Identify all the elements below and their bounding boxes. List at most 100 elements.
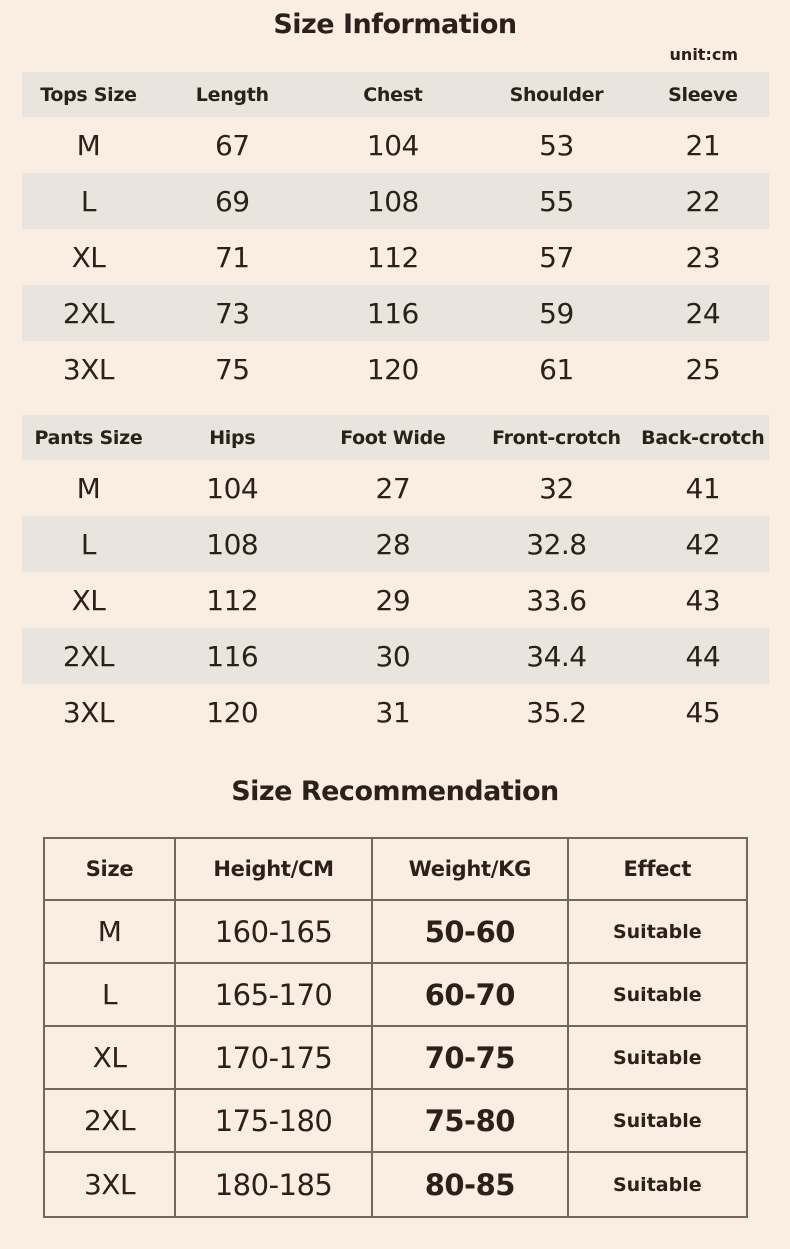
table-row: 2XL 116 30 34.4 44 — [22, 628, 769, 684]
recommendation-title: Size Recommendation — [231, 776, 559, 807]
table-row: 3XL 75 120 61 25 — [22, 341, 769, 397]
table-cell: XL — [71, 583, 106, 617]
table-cell: 24 — [685, 296, 721, 330]
table-cell: L — [80, 527, 97, 561]
table-cell: Suitable — [612, 1109, 702, 1132]
table-cell: M — [76, 128, 101, 162]
table-row: L 69 108 55 22 — [22, 173, 769, 229]
table-header-row: Tops Size Length Chest Shoulder Sleeve — [22, 72, 769, 117]
header-cell: Front-crotch — [492, 426, 621, 449]
table-cell: 25 — [685, 352, 721, 386]
table-cell: 41 — [685, 471, 721, 505]
page-title: Size Information — [273, 9, 517, 40]
header-cell: Size — [45, 839, 177, 899]
table-cell: 2XL — [62, 296, 115, 330]
table-cell: 67 — [214, 128, 250, 162]
table-cell: 45 — [685, 695, 721, 729]
table-cell: 175-180 — [176, 1090, 374, 1151]
table-cell: 27 — [375, 471, 411, 505]
table-cell: 3XL — [62, 695, 115, 729]
table-cell: 32 — [539, 471, 574, 505]
table-row: 2XL 73 116 59 24 — [22, 285, 769, 341]
table-cell: 31 — [375, 695, 411, 729]
pants-size-table: Pants Size Hips Foot Wide Front-crotch Back-… — [22, 415, 769, 740]
table-cell: 59 — [539, 296, 574, 330]
table-cell: 21 — [685, 128, 721, 162]
table-cell: 32.8 — [526, 527, 587, 561]
table-cell: L — [80, 184, 97, 218]
table-cell: 43 — [685, 583, 721, 617]
table-row: 2XL 175-180 75-80 Suitable — [45, 1090, 746, 1153]
table-cell: 116 — [366, 296, 419, 330]
header-cell: Effect — [623, 857, 692, 881]
table-cell: 104 — [206, 471, 259, 505]
table-cell: 80-85 — [373, 1153, 569, 1216]
table-cell: 160-165 — [176, 901, 374, 962]
table-cell: 57 — [539, 240, 574, 274]
table-cell: 3XL — [62, 352, 115, 386]
table-row: M 104 27 32 41 — [22, 460, 769, 516]
table-cell: 29 — [375, 583, 411, 617]
table-cell: 104 — [366, 128, 419, 162]
header-cell: Weight/KG — [373, 839, 569, 899]
table-cell: 3XL — [45, 1153, 177, 1216]
table-cell: 60-70 — [373, 964, 569, 1025]
table-cell: 61 — [539, 352, 574, 386]
table-cell: 75-80 — [373, 1090, 569, 1151]
table-row: 3XL 120 31 35.2 45 — [22, 684, 769, 740]
table-cell: 70-75 — [373, 1027, 569, 1088]
table-row: XL 170-175 70-75 Suitable — [45, 1027, 746, 1090]
header-cell: Pants Size — [34, 426, 143, 449]
table-cell: XL — [71, 240, 106, 274]
table-cell: 23 — [685, 240, 721, 274]
table-cell: 35.2 — [526, 695, 587, 729]
header-cell: Shoulder — [509, 83, 604, 106]
table-cell: 112 — [206, 583, 259, 617]
table-cell: 180-185 — [176, 1153, 374, 1216]
header-cell: Foot Wide — [340, 426, 446, 449]
table-cell: Suitable — [612, 983, 702, 1006]
table-cell: XL — [45, 1027, 177, 1088]
table-header-row: Size Height/CM Weight/KG Effect — [45, 839, 746, 901]
unit-label: unit:cm — [669, 45, 738, 64]
table-cell: M — [76, 471, 101, 505]
header-cell: Sleeve — [668, 83, 738, 106]
table-cell: 28 — [375, 527, 411, 561]
table-cell: 75 — [214, 352, 250, 386]
header-cell: Height/CM — [176, 839, 374, 899]
header-cell: Hips — [209, 426, 256, 449]
table-row: L 165-170 60-70 Suitable — [45, 964, 746, 1027]
table-cell: 30 — [375, 639, 411, 673]
table-cell: 73 — [214, 296, 250, 330]
table-cell: 2XL — [62, 639, 115, 673]
table-row: M 67 104 53 21 — [22, 117, 769, 173]
table-cell: 42 — [685, 527, 721, 561]
table-cell: 120 — [206, 695, 259, 729]
tops-size-table: Tops Size Length Chest Shoulder Sleeve M 67 104… — [22, 72, 769, 397]
table-row: M 160-165 50-60 Suitable — [45, 901, 746, 964]
table-cell: Suitable — [612, 920, 702, 943]
table-cell: 108 — [206, 527, 259, 561]
table-row: XL 112 29 33.6 43 — [22, 572, 769, 628]
table-cell: 55 — [539, 184, 574, 218]
table-cell: 69 — [214, 184, 250, 218]
table-cell: M — [45, 901, 177, 962]
table-row: 3XL 180-185 80-85 Suitable — [45, 1153, 746, 1216]
table-cell: 50-60 — [373, 901, 569, 962]
table-cell: 116 — [206, 639, 259, 673]
table-row: XL 71 112 57 23 — [22, 229, 769, 285]
header-cell: Length — [195, 83, 269, 106]
table-cell: Suitable — [612, 1173, 702, 1196]
table-cell: 120 — [366, 352, 419, 386]
table-cell: 34.4 — [526, 639, 587, 673]
size-recommendation-table: Size Height/CM Weight/KG Effect M 160-165 50-6… — [43, 837, 748, 1218]
table-cell: L — [45, 964, 177, 1025]
table-cell: Suitable — [612, 1046, 702, 1069]
header-cell: Tops Size — [40, 83, 137, 106]
table-cell: 22 — [685, 184, 721, 218]
table-cell: 33.6 — [526, 583, 587, 617]
table-cell: 71 — [214, 240, 250, 274]
table-cell: 165-170 — [176, 964, 374, 1025]
table-cell: 112 — [366, 240, 419, 274]
